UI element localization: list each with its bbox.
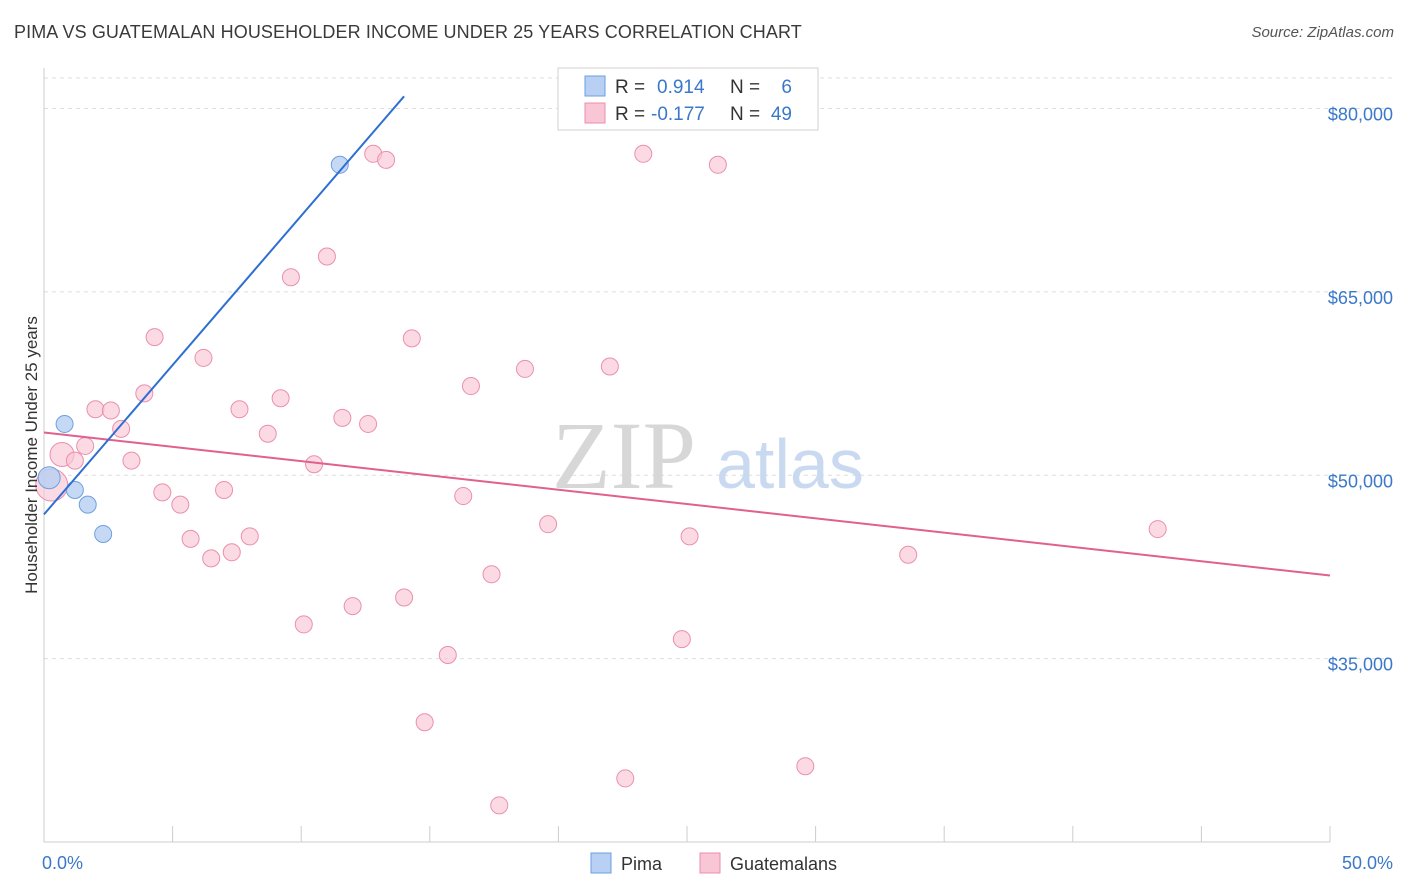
guatemalans-point xyxy=(377,150,396,169)
pima-trend-line xyxy=(43,95,405,516)
guatemalans-point xyxy=(230,400,249,419)
pima-point xyxy=(78,495,97,514)
guatemalans-point xyxy=(415,713,434,732)
guatemalans-point xyxy=(281,268,300,287)
pima-point xyxy=(37,466,61,490)
guatemalans-point xyxy=(515,359,534,378)
guatemalans-point xyxy=(76,436,95,455)
guatemalans-point xyxy=(343,597,362,616)
legend-swatch-guatemalans xyxy=(584,102,606,124)
guatemalans-point xyxy=(899,545,918,564)
guatemalans-point xyxy=(539,515,558,534)
guatemalans-point xyxy=(135,384,154,403)
x-tick-label-min: 0.0% xyxy=(42,853,83,873)
guatemalans-point xyxy=(171,495,190,514)
guatemalans-point xyxy=(65,451,84,470)
legend-r-value: 0.914 xyxy=(657,77,705,98)
guatemalans-point xyxy=(222,543,241,562)
guatemalans-point xyxy=(112,419,131,438)
guatemalans-point xyxy=(122,451,141,470)
y-tick-labels: $35,000 $50,000 $65,000 $80,000 xyxy=(1328,105,1393,675)
guatemalans-points xyxy=(35,144,1167,815)
guatemalans-point xyxy=(395,588,414,607)
guatemalans-point xyxy=(240,527,259,546)
guatemalans-point xyxy=(153,483,172,502)
guatemalans-point xyxy=(461,377,480,396)
watermark-zip: ZIP xyxy=(552,402,696,509)
y-tick-label: $35,000 xyxy=(1328,655,1393,675)
pima-point xyxy=(330,155,349,174)
guatemalans-point xyxy=(359,414,378,433)
legend-box: R = 0.914 N = 6 R = -0.177 N = 49 xyxy=(557,67,819,131)
legend-n-value: 6 xyxy=(781,77,792,98)
pima-point xyxy=(55,414,74,433)
bottom-legend-label-guatemalans: Guatemalans xyxy=(730,854,837,874)
guatemalans-point xyxy=(294,615,313,634)
guatemalans-point xyxy=(672,630,691,649)
y-tick-label: $80,000 xyxy=(1328,105,1393,125)
guatemalans-point xyxy=(708,155,727,174)
guatemalans-point xyxy=(454,487,473,506)
guatemalans-point xyxy=(305,455,324,474)
y-axis-title: Householder Income Under 25 years xyxy=(22,316,41,594)
guatemalans-point xyxy=(86,400,105,419)
watermark: ZIP atlas xyxy=(552,402,864,509)
x-tick-label-max: 50.0% xyxy=(1342,853,1393,873)
guatemalans-point xyxy=(101,401,120,420)
chart-title: PIMA VS GUATEMALAN HOUSEHOLDER INCOME UN… xyxy=(14,22,802,42)
trend-lines xyxy=(43,95,1331,577)
bottom-legend-swatch-guatemalans xyxy=(699,852,721,874)
guatemalans-point xyxy=(333,408,352,427)
guatemalans-point xyxy=(796,757,815,776)
guatemalans-point xyxy=(317,247,336,266)
legend-r-value: -0.177 xyxy=(651,104,705,125)
axes-layer xyxy=(43,68,1331,843)
y-tick-label: $50,000 xyxy=(1328,471,1393,491)
pima-points xyxy=(37,155,349,543)
guatemalans-point xyxy=(490,796,509,815)
guatemalans-point xyxy=(438,645,457,664)
guatemalans-point xyxy=(194,348,213,367)
pima-point xyxy=(94,524,113,543)
guatemalans-point xyxy=(181,529,200,548)
watermark-atlas: atlas xyxy=(716,425,864,503)
legend-n-label: N = xyxy=(730,104,760,125)
y-tick-label: $65,000 xyxy=(1328,288,1393,308)
guatemalans-point xyxy=(482,565,501,584)
bottom-legend-label-pima: Pima xyxy=(621,854,663,874)
guatemalans-point xyxy=(600,357,619,376)
bottom-legend: Pima Guatemalans xyxy=(590,852,837,874)
bottom-legend-swatch-pima xyxy=(590,852,612,874)
guatemalans-point xyxy=(215,480,234,499)
guatemalans-point xyxy=(202,549,221,568)
guatemalans-point xyxy=(680,527,699,546)
legend-r-label: R = xyxy=(615,77,645,98)
legend-n-label: N = xyxy=(730,77,760,98)
guatemalans-point xyxy=(271,389,290,408)
guatemalans-trend-line xyxy=(43,431,1331,577)
legend-r-label: R = xyxy=(615,104,645,125)
guatemalans-point xyxy=(1148,520,1167,539)
legend-n-value: 49 xyxy=(771,104,792,125)
guatemalans-point xyxy=(145,328,164,347)
guatemalans-point xyxy=(616,769,635,788)
guatemalans-point xyxy=(258,424,277,443)
source-label: Source: ZipAtlas.com xyxy=(1251,24,1394,41)
guatemalans-point xyxy=(634,144,653,163)
guatemalans-point xyxy=(402,329,421,348)
legend-swatch-pima xyxy=(584,75,606,97)
